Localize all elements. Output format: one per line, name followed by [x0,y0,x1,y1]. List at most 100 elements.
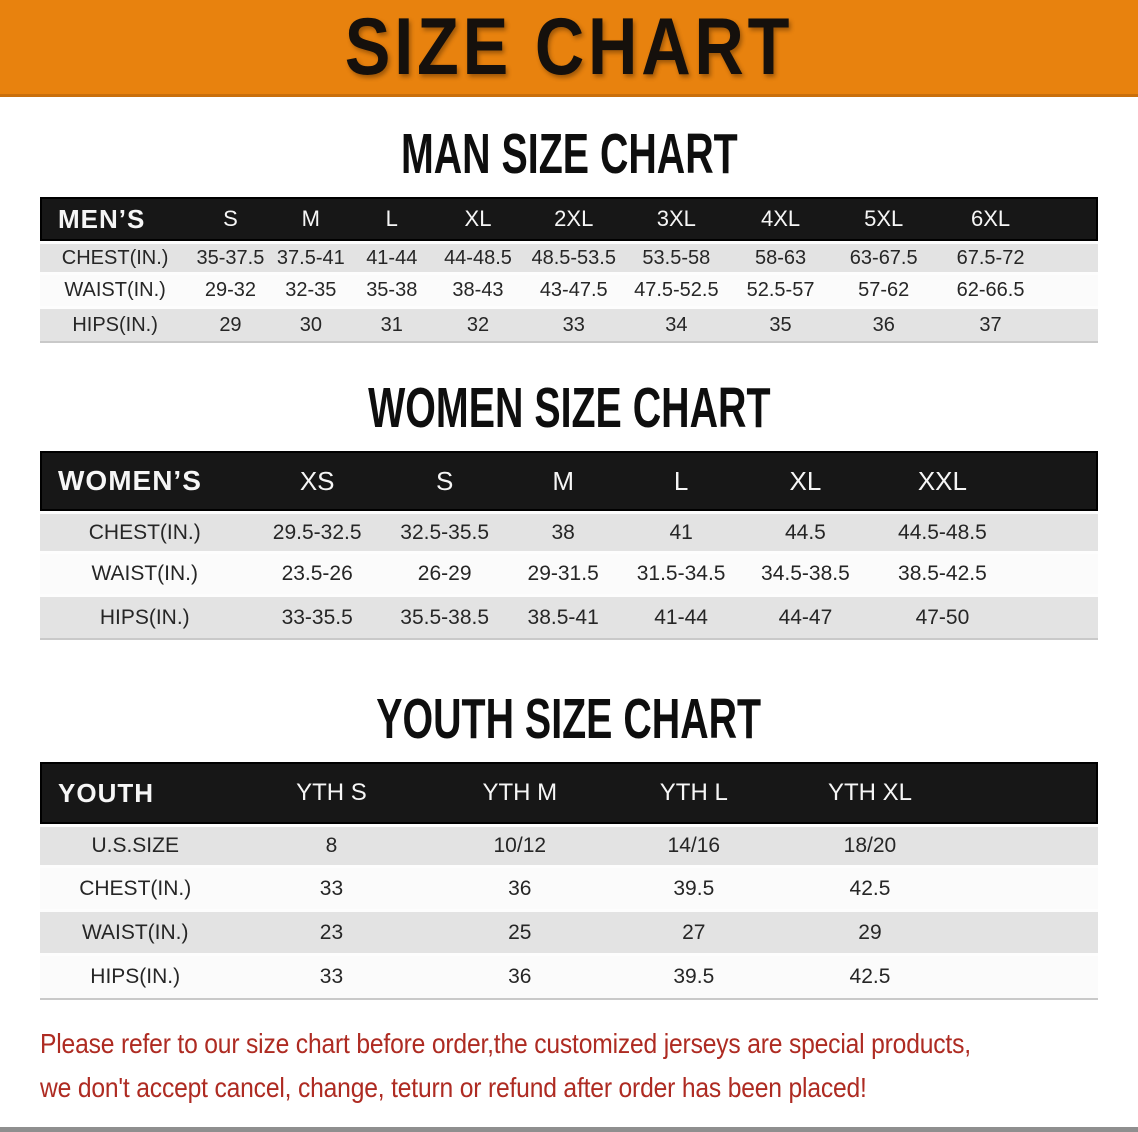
man-section-heading: MAN SIZE CHART [0,123,1138,186]
size-column-header: S [190,197,271,241]
size-value-cell: 34.5-38.5 [740,554,871,597]
spacer-cell [1046,241,1098,275]
size-column-header: L [621,451,741,511]
size-value-cell: 33 [523,309,624,343]
size-value-cell: 58-63 [728,241,833,275]
size-value-cell: 47.5-52.5 [623,275,729,309]
spacer-cell [1014,451,1098,511]
size-value-cell: 38.5-41 [504,597,622,640]
spacer-cell [959,868,1098,912]
size-value-cell: 38.5-42.5 [870,554,1015,597]
row-label: WAIST(IN.) [40,912,231,956]
size-value-cell: 29-32 [190,275,271,309]
size-value-cell: 32.5-35.5 [384,511,505,554]
size-value-cell: 29 [190,309,271,343]
size-value-cell: 26-29 [384,554,505,597]
women-table-title: WOMEN’S [40,451,250,511]
men-header-row: MEN’S S M L XL 2XL 3XL 4XL 5XL 6XL [40,197,1098,241]
size-value-cell: 41-44 [351,241,433,275]
size-column-header: XL [432,197,524,241]
size-value-cell: 38-43 [432,275,524,309]
youth-heading-text: YOUTH SIZE CHART [376,688,762,751]
size-value-cell: 37 [935,309,1047,343]
size-value-cell: 25 [432,912,608,956]
size-column-header: YTH S [230,762,433,824]
row-label: CHEST(IN.) [40,241,191,275]
spacer-cell [959,956,1098,1000]
size-value-cell: 63-67.5 [832,241,936,275]
size-value-cell: 29-31.5 [504,554,622,597]
size-value-cell: 23.5-26 [249,554,385,597]
size-value-cell: 67.5-72 [935,241,1047,275]
banner-title: SIZE CHART [344,2,794,92]
size-value-cell: 41 [621,511,741,554]
youth-size-table: YOUTH YTH S YTH M YTH L YTH XL U.S.SIZE … [40,762,1098,1000]
spacer-cell [1046,197,1098,241]
size-value-cell: 44.5-48.5 [870,511,1015,554]
size-value-cell: 36 [432,956,608,1000]
man-heading-text: MAN SIZE CHART [400,123,738,186]
size-value-cell: 36 [432,868,608,912]
size-value-cell: 47-50 [870,597,1015,640]
size-column-header: 2XL [523,197,624,241]
men-waist-row: WAIST(IN.) 29-32 32-35 35-38 38-43 43-47… [40,275,1098,309]
men-hips-row: HIPS(IN.) 29 30 31 32 33 34 35 36 37 [40,309,1098,343]
size-value-cell: 30 [270,309,352,343]
youth-table-title: YOUTH [40,762,231,824]
spacer-cell [1046,309,1098,343]
spacer-cell [1014,597,1098,640]
size-chart-banner: SIZE CHART [0,0,1138,97]
size-column-header: XXL [870,451,1015,511]
women-heading-text: WOMEN SIZE CHART [367,377,771,440]
disclaimer-line-2: we don't accept cancel, change, teturn o… [40,1072,867,1103]
size-value-cell: 35 [728,309,833,343]
spacer-cell [959,912,1098,956]
women-waist-row: WAIST(IN.) 23.5-26 26-29 29-31.5 31.5-34… [40,554,1098,597]
men-size-table: MEN’S S M L XL 2XL 3XL 4XL 5XL 6XL CHEST… [40,197,1098,343]
men-chest-row: CHEST(IN.) 35-37.5 37.5-41 41-44 44-48.5… [40,241,1098,275]
women-section-heading: WOMEN SIZE CHART [0,377,1138,440]
bottom-border-strip [0,1127,1138,1132]
spacer-cell [1046,275,1098,309]
women-hips-row: HIPS(IN.) 33-35.5 35.5-38.5 38.5-41 41-4… [40,597,1098,640]
size-column-header: M [504,451,622,511]
size-value-cell: 42.5 [780,868,960,912]
women-chest-row: CHEST(IN.) 29.5-32.5 32.5-35.5 38 41 44.… [40,511,1098,554]
youth-section-heading: YOUTH SIZE CHART [0,688,1138,751]
size-column-header: 6XL [935,197,1047,241]
size-value-cell: 44-48.5 [432,241,524,275]
size-value-cell: 39.5 [607,956,781,1000]
women-size-table: WOMEN’S XS S M L XL XXL CHEST(IN.) 29.5-… [40,451,1098,640]
youth-chest-row: CHEST(IN.) 33 36 39.5 42.5 [40,868,1098,912]
size-value-cell: 31.5-34.5 [621,554,741,597]
size-value-cell: 32 [432,309,524,343]
spacer-cell [959,762,1098,824]
size-column-header: YTH XL [780,762,960,824]
men-table-title: MEN’S [40,197,191,241]
size-value-cell: 39.5 [607,868,781,912]
disclaimer-line-1: Please refer to our size chart before or… [40,1028,971,1059]
spacer-cell [1014,554,1098,597]
size-value-cell: 38 [504,511,622,554]
size-column-header: XS [249,451,385,511]
size-value-cell: 29 [780,912,960,956]
size-value-cell: 62-66.5 [935,275,1047,309]
size-column-header: XL [740,451,871,511]
size-value-cell: 8 [230,824,433,868]
row-label: HIPS(IN.) [40,309,191,343]
size-value-cell: 14/16 [607,824,781,868]
size-column-header: YTH L [607,762,781,824]
size-value-cell: 35.5-38.5 [384,597,505,640]
size-value-cell: 44.5 [740,511,871,554]
youth-hips-row: HIPS(IN.) 33 36 39.5 42.5 [40,956,1098,1000]
size-value-cell: 43-47.5 [523,275,624,309]
size-value-cell: 10/12 [432,824,608,868]
size-value-cell: 42.5 [780,956,960,1000]
youth-header-row: YOUTH YTH S YTH M YTH L YTH XL [40,762,1098,824]
row-label: WAIST(IN.) [40,275,191,309]
size-value-cell: 53.5-58 [623,241,729,275]
row-label: WAIST(IN.) [40,554,250,597]
size-value-cell: 37.5-41 [270,241,352,275]
size-column-header: YTH M [432,762,608,824]
size-value-cell: 23 [230,912,433,956]
